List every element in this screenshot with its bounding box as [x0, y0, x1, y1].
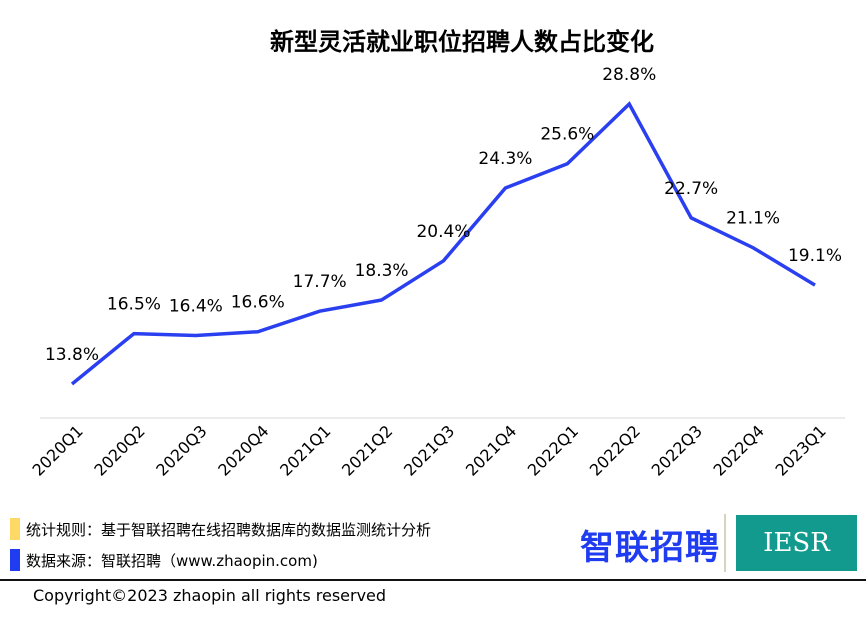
data-label: 20.4% [416, 222, 470, 242]
data-label: 16.5% [107, 295, 161, 315]
x-tick-label: 2022Q4 [710, 421, 768, 479]
copyright: Copyright©2023 zhaopin all rights reserv… [33, 586, 387, 605]
x-tick-label: 2020Q4 [214, 421, 272, 479]
x-tick-label: 2022Q1 [524, 421, 582, 479]
note-source: 数据来源：智联招聘（www.zhaopin.com) [10, 549, 318, 571]
footer-rule [0, 579, 866, 581]
note-source-text: 数据来源：智联招聘（www.zhaopin.com) [26, 551, 318, 570]
series-line [70, 101, 816, 386]
data-label: 16.4% [169, 296, 223, 316]
x-tick-label: 2020Q3 [152, 421, 210, 479]
data-label: 24.3% [478, 149, 532, 169]
x-tick-label: 2022Q3 [648, 421, 706, 479]
x-tick-label: 2021Q2 [338, 421, 396, 479]
data-label: 22.7% [664, 179, 718, 199]
x-tick-label: 2020Q2 [90, 421, 148, 479]
note-rule: 统计规则：基于智联招聘在线招聘数据库的数据监测统计分析 [10, 518, 431, 540]
data-label: 16.6% [231, 293, 285, 313]
line-chart: 13.8% 2020Q1 16.5% 2020Q2 16.4% 2020Q3 16.6% 20… [28, 65, 845, 480]
data-label: 13.8% [45, 345, 99, 365]
data-label: 21.1% [726, 209, 780, 229]
logo-divider [724, 514, 726, 572]
iesr-logo: IESR [736, 515, 857, 571]
x-tick-label: 2021Q1 [276, 421, 334, 479]
data-label: 17.7% [293, 272, 347, 292]
x-tick-label: 2021Q3 [400, 421, 458, 479]
x-tick-label: 2021Q4 [462, 421, 520, 479]
x-tick-label: 2023Q1 [771, 421, 829, 479]
zhaopin-logo: 智联招聘 [580, 528, 720, 568]
data-label: 18.3% [355, 261, 409, 281]
blue-swatch [10, 549, 20, 571]
x-tick-label: 2020Q1 [28, 421, 86, 479]
yellow-swatch [10, 518, 20, 540]
data-label: 19.1% [788, 246, 842, 266]
data-label: 25.6% [540, 125, 594, 145]
data-label: 28.8% [602, 65, 656, 85]
chart-title: 新型灵活就业职位招聘人数占比变化 [270, 28, 654, 56]
x-tick-label: 2022Q2 [586, 421, 644, 479]
note-rule-text: 统计规则：基于智联招聘在线招聘数据库的数据监测统计分析 [26, 520, 432, 539]
